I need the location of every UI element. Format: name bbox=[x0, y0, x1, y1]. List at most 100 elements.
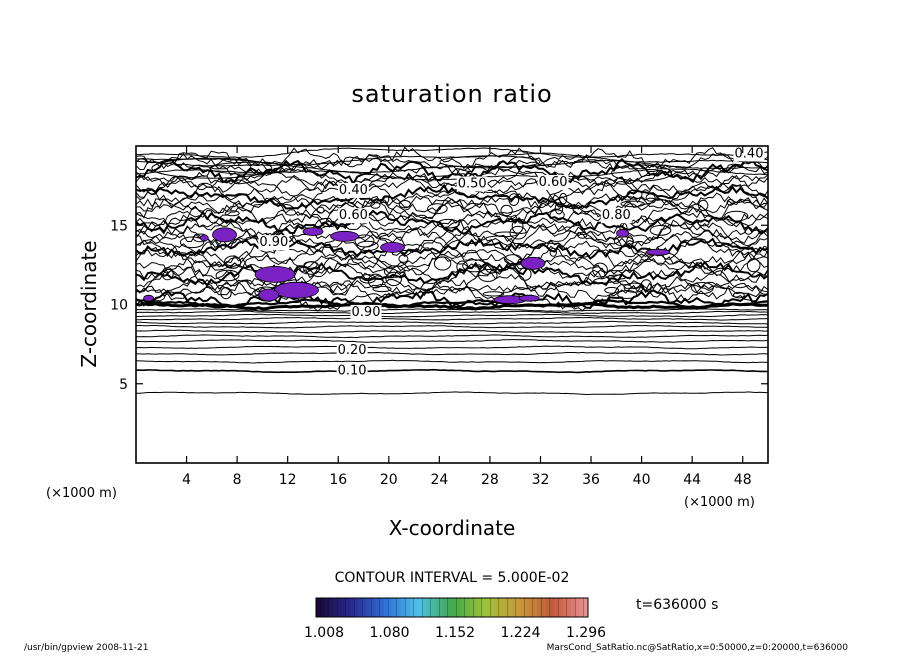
colorbar-tick-label: 1.008 bbox=[304, 625, 344, 641]
contour-line bbox=[136, 313, 768, 318]
contour-eddy bbox=[554, 202, 564, 215]
contour-labels: 0.40 0.50 0.60 0.40 0.60 0.80 0.90 0.90 0.20 0.10 bbox=[258, 146, 765, 379]
contour-eddy bbox=[316, 206, 325, 214]
contour-eddy bbox=[494, 231, 518, 238]
y-tick-label: 15 bbox=[110, 218, 128, 234]
colorbar-cell bbox=[473, 598, 478, 617]
contour-eddy bbox=[456, 260, 469, 274]
colorbar-cell bbox=[541, 598, 546, 617]
colorbar-cell bbox=[460, 598, 466, 617]
contour-line bbox=[136, 230, 768, 250]
contour-eddy bbox=[427, 203, 448, 215]
contour-label-bg bbox=[337, 208, 369, 224]
colorbar-cell bbox=[384, 598, 389, 617]
colorbar-cell bbox=[490, 598, 495, 617]
supersaturated-region bbox=[258, 288, 280, 302]
y-axis-ticks: 5 10 15 bbox=[110, 218, 768, 393]
footer-left: /usr/bin/gpview 2008-11-21 bbox=[24, 643, 148, 653]
contour-label: 0.60 bbox=[539, 175, 568, 190]
contour-label-bg bbox=[337, 182, 369, 198]
colorbar-cell bbox=[367, 598, 372, 617]
contour-line bbox=[136, 279, 768, 312]
contour-eddy bbox=[500, 204, 513, 217]
contour-line bbox=[136, 192, 768, 211]
supersaturated-region bbox=[254, 265, 296, 283]
colorbar-cell bbox=[532, 598, 538, 617]
contour-eddy bbox=[549, 247, 557, 257]
colorbar-cell bbox=[566, 598, 572, 617]
colorbar-cell bbox=[392, 598, 398, 617]
supersaturated-region bbox=[274, 281, 319, 299]
colorbar-cell bbox=[341, 598, 347, 617]
x-tick-label: 28 bbox=[481, 472, 499, 488]
colorbar-cell bbox=[494, 598, 500, 617]
contour-eddy bbox=[359, 274, 377, 284]
colorbar-cell bbox=[456, 598, 461, 617]
contour-line bbox=[136, 168, 768, 181]
contour-eddy bbox=[620, 200, 645, 208]
contour-eddy bbox=[649, 225, 672, 236]
y-tick-label: 5 bbox=[119, 377, 128, 393]
contour-label-bg bbox=[350, 304, 382, 320]
contour-line bbox=[136, 308, 768, 312]
colorbar-cell bbox=[511, 598, 517, 617]
contour-eddy bbox=[462, 259, 487, 273]
contour-line bbox=[136, 310, 768, 315]
contour-label: 0.60 bbox=[339, 208, 368, 223]
colorbar-cell bbox=[575, 598, 580, 617]
supersaturated-region bbox=[616, 228, 629, 238]
colorbar-cell bbox=[554, 598, 559, 617]
colorbar-frame bbox=[315, 597, 589, 618]
colorbar-cell bbox=[371, 598, 376, 617]
supersaturated-region bbox=[518, 294, 540, 302]
supersaturated-region bbox=[645, 248, 671, 256]
colorbar-cell bbox=[464, 598, 470, 617]
colorbar-cell bbox=[481, 598, 487, 617]
colorbar-cell bbox=[375, 598, 381, 617]
contour-eddy bbox=[691, 282, 714, 294]
contour-eddy bbox=[509, 225, 527, 240]
contour-eddy bbox=[511, 219, 524, 234]
contour-label-bg bbox=[733, 146, 765, 162]
supersaturated-region bbox=[143, 294, 155, 302]
contour-eddy bbox=[726, 198, 735, 206]
contour-line bbox=[136, 324, 768, 329]
z-unit-label: (×1000 m) bbox=[46, 486, 117, 501]
colorbar-cell bbox=[409, 598, 415, 617]
contour-eddy bbox=[436, 218, 460, 229]
colorbar-cell bbox=[328, 598, 334, 617]
contour-line bbox=[136, 359, 768, 364]
contour-label-bg bbox=[258, 235, 290, 251]
contour-eddy bbox=[303, 261, 318, 269]
contour-loop bbox=[151, 157, 273, 179]
supersaturated-region bbox=[380, 241, 406, 253]
contour-line bbox=[136, 152, 768, 166]
contour-eddy bbox=[549, 209, 565, 221]
contour-label: 0.50 bbox=[458, 177, 487, 192]
contour-eddy bbox=[604, 286, 620, 294]
x-tick-label: 40 bbox=[633, 472, 651, 488]
colorbar-cell bbox=[316, 598, 321, 617]
x-tick-label: 32 bbox=[532, 472, 550, 488]
contour-eddy bbox=[398, 254, 409, 263]
x-tick-label: 20 bbox=[380, 472, 398, 488]
contour-eddy bbox=[623, 282, 645, 293]
contour-line bbox=[136, 345, 768, 350]
contour-label-bg bbox=[537, 175, 569, 190]
contour-line bbox=[136, 154, 768, 181]
contour-line bbox=[136, 227, 768, 262]
colorbar-cell bbox=[345, 598, 351, 617]
contour-eddy bbox=[215, 269, 240, 282]
contour-eddy bbox=[433, 256, 452, 271]
contour-eddy bbox=[382, 195, 390, 204]
colorbar-cell bbox=[430, 598, 436, 617]
x-tick-label: 4 bbox=[182, 472, 191, 488]
contour-eddy bbox=[320, 221, 337, 228]
x-tick-label: 12 bbox=[279, 472, 297, 488]
contour-line bbox=[136, 147, 768, 159]
colorbar-tick-label: 1.152 bbox=[435, 625, 475, 641]
colorbar-cell bbox=[401, 598, 406, 617]
colorbar-cell bbox=[520, 598, 525, 617]
colorbar-cell bbox=[358, 598, 364, 617]
